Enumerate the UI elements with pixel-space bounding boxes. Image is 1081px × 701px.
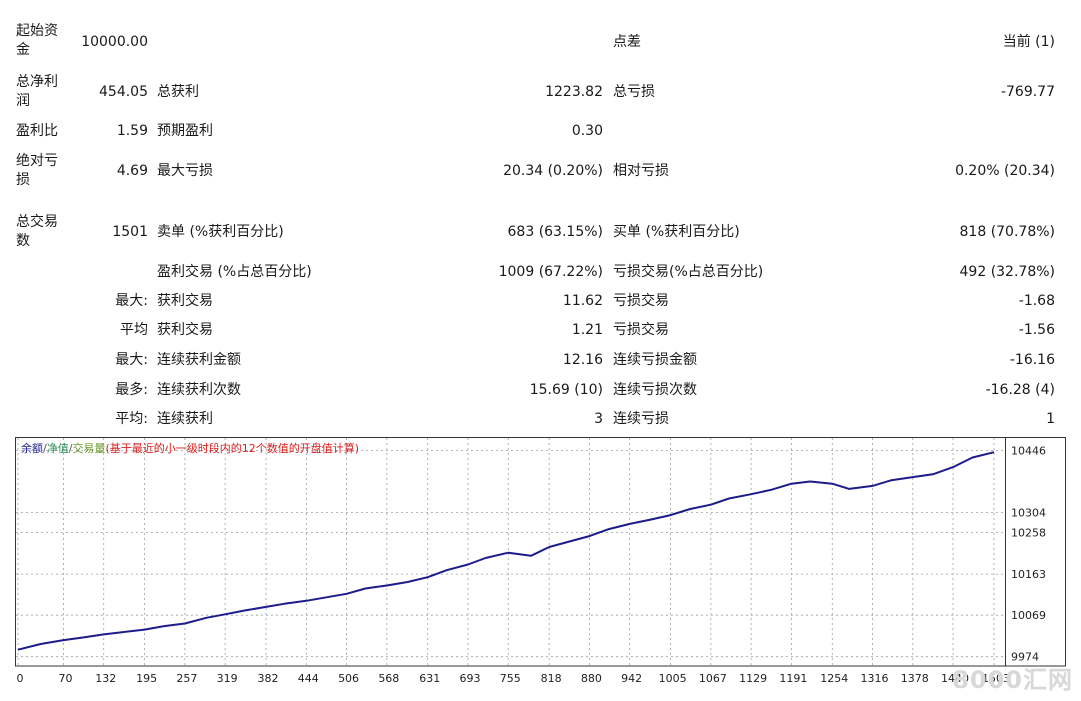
max-consecutive-count-prefix: 最多: xyxy=(115,382,148,398)
total-trades-label: 总交易数 xyxy=(16,214,58,249)
largest-loss-value: -1.68 xyxy=(1018,293,1055,309)
y-tick-label-4: 10304 xyxy=(1011,507,1046,520)
short-positions-label: 卖单 (%获利百分比) xyxy=(157,224,284,240)
x-tick-label-5: 319 xyxy=(217,672,238,685)
x-tick-label-13: 818 xyxy=(541,672,562,685)
x-tick-label-1: 70 xyxy=(58,672,72,685)
loss-trades-value: 492 (32.78%) xyxy=(959,264,1055,280)
x-tick-label-11: 693 xyxy=(459,672,480,685)
gross-profit-label: 总获利 xyxy=(157,84,199,100)
x-tick-label-19: 1191 xyxy=(779,672,807,685)
largest-profit-value: 11.62 xyxy=(562,293,603,309)
x-tick-label-10: 631 xyxy=(419,672,440,685)
legend-item-1: / xyxy=(43,442,47,455)
max-consecutive-profit-value: 12.16 xyxy=(562,352,603,368)
y-tick-label-1: 10069 xyxy=(1011,609,1046,622)
profit-trades-label: 盈利交易 (%占总百分比) xyxy=(157,264,312,280)
average-profit-value: 1.21 xyxy=(571,322,603,338)
x-tick-label-21: 1316 xyxy=(861,672,889,685)
x-tick-label-9: 568 xyxy=(378,672,399,685)
x-tick-label-6: 382 xyxy=(258,672,279,685)
gross-loss-label: 总亏损 xyxy=(613,84,655,100)
backtest-report: 起始资金 10000.00 点差 当前 (1) 总净利润 454.05 总获利 … xyxy=(16,23,1055,427)
average-loss-label: 亏损交易 xyxy=(613,322,669,338)
average-consecutive-losses-value: 1 xyxy=(1046,411,1055,427)
expected-payoff-value: 0.30 xyxy=(571,123,603,139)
x-tick-label-7: 444 xyxy=(298,672,319,685)
x-tick-label-0: 0 xyxy=(17,672,24,685)
x-tick-label-15: 942 xyxy=(621,672,642,685)
balance-chart-svg: 0 70 132 195 257 319 382 444 506 568 631 693 755 818 8… xyxy=(15,437,1066,685)
balance-chart: 0 70 132 195 257 319 382 444 506 568 631 693 755 818 8… xyxy=(15,437,1066,692)
chart-legend: 余额/净值/交易量(基于最近的小一级时段内的12个数值的开盘值计算) xyxy=(21,441,359,455)
relative-drawdown-value: 0.20% (20.34) xyxy=(955,163,1055,179)
average-profit-label: 获利交易 xyxy=(157,322,213,338)
expected-payoff-label: 预期盈利 xyxy=(157,123,213,139)
average-consecutive-wins-value: 3 xyxy=(594,411,603,427)
legend-item-2: 净值 xyxy=(47,441,69,455)
legend-item-4: 交易量 xyxy=(72,441,105,455)
y-tick-label-3: 10258 xyxy=(1011,527,1046,540)
largest-prefix: 最大: xyxy=(115,293,148,309)
profit-trades-value: 1009 (67.22%) xyxy=(498,264,603,280)
max-consecutive-wins-label: 连续获利次数 xyxy=(157,382,241,398)
total-net-profit-label: 总净利润 xyxy=(16,74,58,109)
max-consecutive-profit-label: 连续获利金额 xyxy=(157,352,241,368)
long-positions-value: 818 (70.78%) xyxy=(959,224,1055,240)
max-consecutive-losses-value: -16.28 (4) xyxy=(985,382,1055,398)
loss-trades-label: 亏损交易(%占总百分比) xyxy=(613,264,764,280)
profit-factor-value: 1.59 xyxy=(116,123,148,139)
gross-profit-value: 1223.82 xyxy=(545,84,603,100)
average-consecutive-losses-label: 连续亏损 xyxy=(613,411,669,427)
total-net-profit-value: 454.05 xyxy=(99,84,148,100)
watermark-logo: 8000汇网 xyxy=(952,666,1073,694)
x-tick-label-24: 1503 xyxy=(982,672,1010,685)
x-tick-label-2: 132 xyxy=(95,672,116,685)
x-tick-label-8: 506 xyxy=(338,672,359,685)
max-consecutive-wins-value: 15.69 (10) xyxy=(529,382,603,398)
average-prefix: 平均 xyxy=(120,322,148,338)
average-consecutive-prefix: 平均: xyxy=(115,411,148,427)
maximal-drawdown-label: 最大亏损 xyxy=(157,163,213,179)
long-positions-label: 买单 (%获利百分比) xyxy=(613,224,740,240)
x-tick-label-14: 880 xyxy=(581,672,602,685)
max-consecutive-amount-prefix: 最大: xyxy=(115,352,148,368)
initial-deposit-label: 起始资金 xyxy=(16,23,58,58)
largest-profit-label: 获利交易 xyxy=(157,293,213,309)
x-tick-label-17: 1067 xyxy=(699,672,727,685)
gross-loss-value: -769.77 xyxy=(1000,84,1055,100)
maximal-drawdown-value: 20.34 (0.20%) xyxy=(503,163,603,179)
legend-item-3: / xyxy=(69,442,73,455)
spread-label: 点差 xyxy=(613,34,641,50)
y-tick-label-5: 10446 xyxy=(1011,444,1046,457)
max-consecutive-losses-label: 连续亏损次数 xyxy=(613,382,697,398)
x-tick-label-4: 257 xyxy=(176,672,197,685)
average-loss-value: -1.56 xyxy=(1018,322,1055,338)
total-trades-value: 1501 xyxy=(112,224,148,240)
short-positions-value: 683 (63.15%) xyxy=(507,224,603,240)
largest-loss-label: 亏损交易 xyxy=(613,293,669,309)
profit-factor-label: 盈利比 xyxy=(16,123,58,139)
x-tick-label-23: 1440 xyxy=(941,672,969,685)
relative-drawdown-label: 相对亏损 xyxy=(613,163,669,179)
average-consecutive-wins-label: 连续获利 xyxy=(157,411,213,427)
initial-deposit-value: 10000.00 xyxy=(81,34,148,50)
x-tick-label-3: 195 xyxy=(136,672,157,685)
x-tick-label-12: 755 xyxy=(500,672,521,685)
spread-value: 当前 (1) xyxy=(1002,34,1055,50)
legend-item-5: (基于最近的小一级时段内的12个数值的开盘值计算) xyxy=(105,441,359,455)
balance-series-line-0 xyxy=(17,451,995,651)
y-tick-label-0: 9974 xyxy=(1011,651,1039,664)
max-consecutive-loss-label: 连续亏损金额 xyxy=(613,352,697,368)
x-tick-label-22: 1378 xyxy=(901,672,929,685)
x-tick-label-16: 1005 xyxy=(659,672,687,685)
max-consecutive-loss-value: -16.16 xyxy=(1009,352,1055,368)
legend-item-0: 余额 xyxy=(21,441,43,455)
y-tick-label-2: 10163 xyxy=(1011,568,1046,581)
absolute-drawdown-value: 4.69 xyxy=(116,163,148,179)
absolute-drawdown-label: 绝对亏损 xyxy=(16,153,58,188)
x-tick-label-18: 1129 xyxy=(739,672,767,685)
x-tick-label-20: 1254 xyxy=(820,672,848,685)
